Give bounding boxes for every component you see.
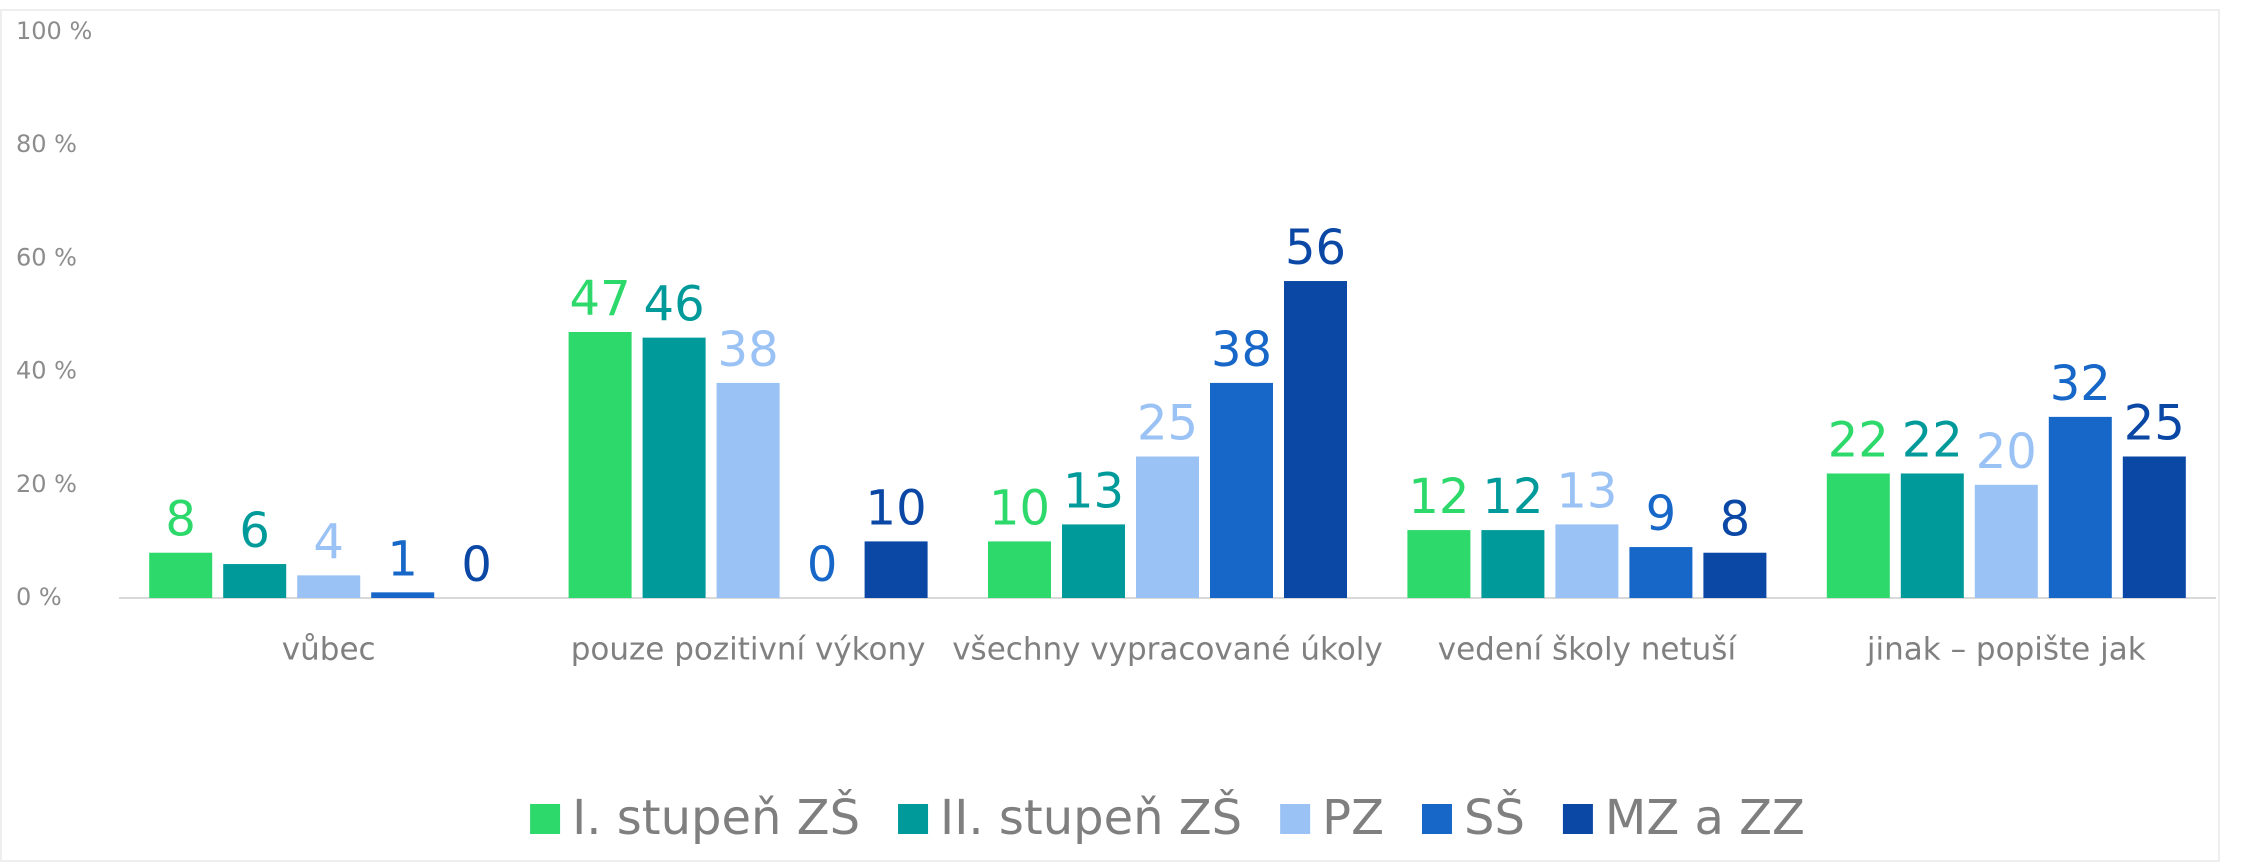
data-label: 10 bbox=[866, 480, 927, 536]
data-label: 25 bbox=[2124, 396, 2185, 452]
y-tick-label: 40 % bbox=[16, 357, 77, 385]
bar bbox=[864, 541, 928, 598]
data-label: 22 bbox=[1828, 412, 1889, 468]
data-label: 10 bbox=[989, 480, 1050, 536]
data-label: 38 bbox=[1211, 322, 1272, 378]
bar bbox=[149, 552, 213, 598]
bar bbox=[1974, 484, 2038, 598]
bar bbox=[1826, 473, 1890, 598]
legend-swatch bbox=[530, 804, 561, 834]
data-label: 6 bbox=[239, 503, 270, 559]
bar bbox=[1629, 547, 1693, 598]
bar bbox=[297, 575, 361, 598]
bar bbox=[2122, 456, 2186, 598]
legend-swatch bbox=[1562, 804, 1593, 834]
data-label: 4 bbox=[313, 514, 344, 570]
bar bbox=[1284, 281, 1347, 598]
legend-label: II. stupeň ZŠ bbox=[940, 789, 1242, 846]
bar bbox=[716, 382, 780, 598]
bar bbox=[2048, 416, 2112, 598]
data-label: 9 bbox=[1646, 486, 1677, 542]
data-label: 0 bbox=[807, 537, 838, 593]
bar bbox=[1555, 524, 1619, 598]
bar bbox=[642, 337, 706, 598]
chart-frame bbox=[0, 9, 2220, 862]
data-label: 13 bbox=[1556, 463, 1617, 519]
y-tick-label: 80 % bbox=[16, 130, 77, 158]
legend-label: I. stupeň ZŠ bbox=[572, 789, 860, 846]
data-label: 25 bbox=[1137, 396, 1198, 452]
data-label: 8 bbox=[1720, 492, 1751, 548]
y-tick-label: 60 % bbox=[16, 243, 77, 271]
legend-swatch bbox=[1280, 804, 1311, 834]
data-label: 12 bbox=[1482, 469, 1543, 525]
y-tick-label: 0 % bbox=[16, 583, 62, 611]
legend-label: PZ bbox=[1322, 790, 1384, 846]
bar bbox=[1900, 473, 1964, 598]
bar bbox=[1481, 530, 1545, 598]
y-tick-label: 100 % bbox=[16, 17, 92, 45]
x-tick-label: jinak – popište jak bbox=[1866, 632, 2146, 668]
data-label: 13 bbox=[1063, 463, 1124, 519]
y-tick-label: 20 % bbox=[16, 470, 77, 498]
data-label: 22 bbox=[1902, 412, 1963, 468]
bar bbox=[1062, 524, 1125, 598]
x-tick-label: vůbec bbox=[282, 632, 376, 668]
legend-swatch bbox=[898, 804, 929, 834]
data-label: 0 bbox=[461, 537, 492, 593]
x-tick-label: pouze pozitivní výkony bbox=[571, 632, 926, 668]
legend-swatch bbox=[1421, 804, 1452, 834]
bar bbox=[988, 541, 1051, 598]
bar bbox=[1703, 552, 1767, 598]
data-label: 38 bbox=[718, 322, 779, 378]
data-label: 12 bbox=[1408, 469, 1469, 525]
bar bbox=[1210, 382, 1273, 598]
bar bbox=[1407, 530, 1471, 598]
data-label: 32 bbox=[2050, 356, 2111, 412]
bar bbox=[371, 592, 435, 598]
x-tick-label: všechny vypracované úkoly bbox=[952, 632, 1383, 668]
x-tick-label: vedení školy netuší bbox=[1438, 632, 1738, 668]
data-label: 1 bbox=[387, 531, 418, 587]
data-label: 47 bbox=[570, 271, 631, 327]
bar bbox=[568, 331, 632, 598]
legend-label: SŠ bbox=[1464, 789, 1525, 846]
bar bbox=[1136, 456, 1199, 598]
data-label: 46 bbox=[644, 277, 705, 333]
data-label: 20 bbox=[1976, 424, 2037, 480]
bar bbox=[223, 564, 287, 598]
data-label: 8 bbox=[165, 492, 196, 548]
data-label: 56 bbox=[1285, 220, 1346, 276]
legend-label: MZ a ZZ bbox=[1605, 790, 1805, 846]
